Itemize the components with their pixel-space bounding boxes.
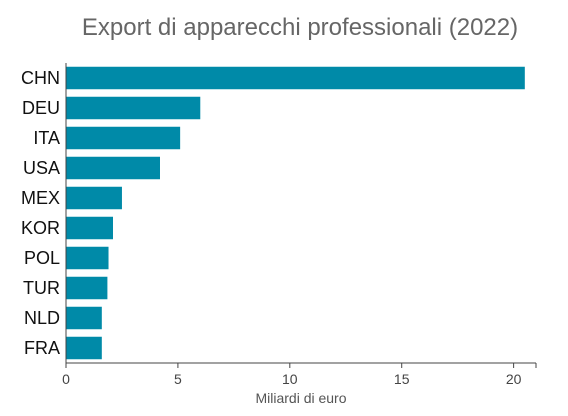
bar-ita — [66, 126, 181, 150]
bar-tur — [66, 276, 108, 300]
bar-mex — [66, 186, 122, 210]
bar-kor — [66, 216, 113, 240]
x-tick-label: 15 — [394, 371, 410, 387]
bar-usa — [66, 156, 160, 180]
category-label-usa: USA — [23, 158, 60, 178]
category-label-pol: POL — [24, 248, 60, 268]
category-label-kor: KOR — [21, 218, 60, 238]
bar-pol — [66, 246, 109, 270]
bar-chn — [66, 66, 525, 90]
x-axis-label: Miliardi di euro — [255, 390, 346, 406]
x-axis-ticks: 0 5 10 15 20 — [62, 363, 537, 387]
category-label-ita: ITA — [33, 128, 60, 148]
bars-group — [66, 66, 525, 360]
x-tick-label: 5 — [174, 371, 182, 387]
bar-nld — [66, 306, 102, 330]
category-label-mex: MEX — [21, 188, 60, 208]
category-label-tur: TUR — [23, 278, 60, 298]
category-label-fra: FRA — [24, 338, 60, 358]
bar-deu — [66, 96, 201, 120]
category-label-deu: DEU — [22, 98, 60, 118]
category-label-nld: NLD — [24, 308, 60, 328]
bar-fra — [66, 336, 102, 360]
x-tick-label: 20 — [506, 371, 522, 387]
category-label-chn: CHN — [21, 68, 60, 88]
x-tick-label: 10 — [282, 371, 298, 387]
x-tick-label: 0 — [62, 371, 70, 387]
category-labels: CHN DEU ITA USA MEX KOR POL TUR NLD FRA — [21, 68, 60, 358]
chart-title: Export di apparecchi professionali (2022… — [82, 14, 518, 41]
